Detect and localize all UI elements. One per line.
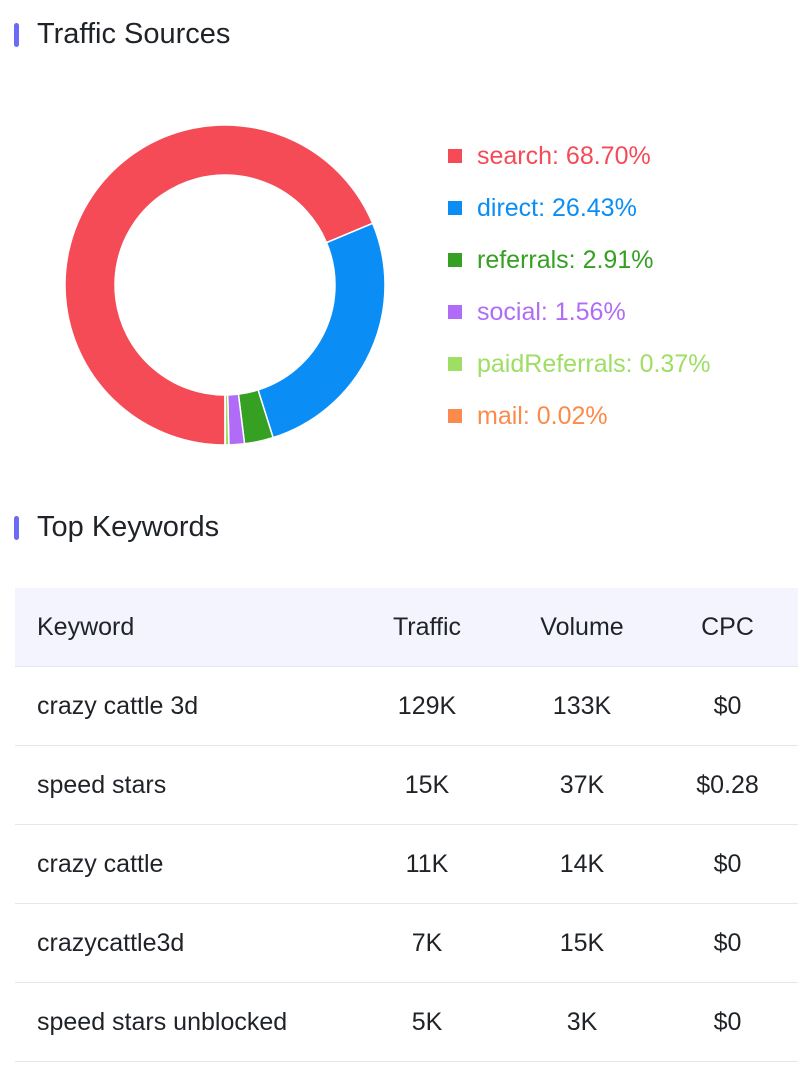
legend-swatch [448,253,462,267]
traffic-cell: 11K [347,824,507,904]
keyword-cell: crazy cattle 3d [15,666,347,746]
column-header-volume[interactable]: Volume [507,588,657,667]
column-header-cpc[interactable]: CPC [657,588,798,667]
legend-label: paidReferrals: 0.37% [477,349,711,378]
traffic-sources-header: Traffic Sources [14,18,230,51]
legend-swatch [448,149,462,163]
legend-label: mail: 0.02% [477,401,608,430]
traffic-cell: 5K [347,982,507,1062]
legend-item-direct[interactable]: direct: 26.43% [448,182,710,234]
donut-slice-search[interactable] [64,124,374,446]
keyword-cell: speed stars [15,745,347,825]
cpc-cell: $0 [657,824,798,904]
legend-item-mail[interactable]: mail: 0.02% [448,390,710,442]
traffic-cell: 129K [347,666,507,746]
legend-item-search[interactable]: search: 68.70% [448,130,710,182]
volume-cell: 37K [507,745,657,825]
cpc-cell: $0 [657,666,798,746]
legend-label: referrals: 2.91% [477,245,654,274]
legend-label: direct: 26.43% [477,193,637,222]
table-row[interactable]: speed stars unblocked 5K 3K $0 [15,982,798,1062]
keywords-table: Keyword Traffic Volume CPC crazy cattle … [15,588,798,1062]
table-row[interactable]: crazy cattle 3d 129K 133K $0 [15,666,798,746]
cpc-cell: $0 [657,982,798,1062]
traffic-cell: 15K [347,745,507,825]
keyword-cell: crazy cattle [15,824,347,904]
top-keywords-header: Top Keywords [14,511,219,544]
cpc-cell: $0 [657,903,798,983]
table-row[interactable]: crazy cattle 11K 14K $0 [15,824,798,904]
volume-cell: 15K [507,903,657,983]
legend-item-social[interactable]: social: 1.56% [448,286,710,338]
legend-item-paid-referrals[interactable]: paidReferrals: 0.37% [448,338,710,390]
legend-item-referrals[interactable]: referrals: 2.91% [448,234,710,286]
volume-cell: 14K [507,824,657,904]
table-row[interactable]: crazycattle3d 7K 15K $0 [15,903,798,983]
table-row[interactable]: speed stars 15K 37K $0.28 [15,745,798,825]
section-accent-bar [14,22,19,47]
cpc-cell: $0.28 [657,745,798,825]
traffic-donut-chart [64,124,386,446]
keyword-cell: speed stars unblocked [15,982,347,1062]
legend-swatch [448,409,462,423]
volume-cell: 3K [507,982,657,1062]
column-header-traffic[interactable]: Traffic [347,588,507,667]
keyword-cell: crazycattle3d [15,903,347,983]
legend-swatch [448,305,462,319]
legend-swatch [448,201,462,215]
section-title: Top Keywords [37,511,220,543]
section-accent-bar [14,515,19,540]
traffic-cell: 7K [347,903,507,983]
volume-cell: 133K [507,666,657,746]
legend-label: search: 68.70% [477,141,651,170]
traffic-legend: search: 68.70% direct: 26.43% referrals:… [448,130,710,442]
table-header-row: Keyword Traffic Volume CPC [15,588,798,667]
section-title: Traffic Sources [37,18,231,50]
legend-label: social: 1.56% [477,297,626,326]
donut-slice-direct[interactable] [257,222,386,439]
legend-swatch [448,357,462,371]
column-header-keyword[interactable]: Keyword [15,588,347,667]
